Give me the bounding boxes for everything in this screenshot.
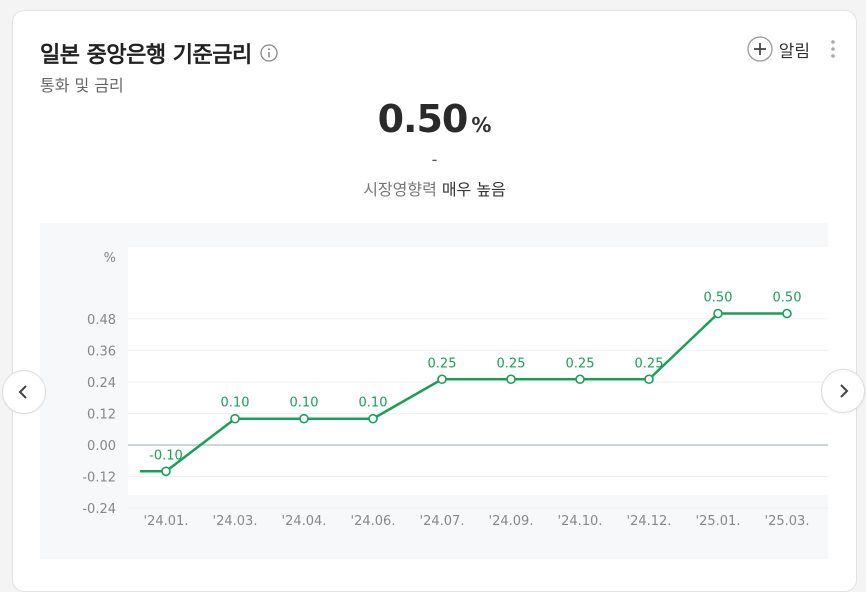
rate-card: 일본 중앙은행 기준금리 통화 및 금리 알림 0.50% - 시장영향력 매우 … — [12, 10, 857, 592]
more-vertical-icon[interactable] — [830, 39, 836, 59]
data-point — [575, 374, 585, 385]
data-point — [644, 374, 654, 385]
prev-button[interactable] — [2, 370, 46, 414]
x-tick-label: '24.12. — [627, 514, 672, 529]
title-row: 일본 중앙은행 기준금리 — [40, 37, 278, 69]
alarm-label: 알림 — [778, 41, 810, 62]
x-tick-label: '24.07. — [420, 514, 465, 529]
x-tick-label: '24.03. — [213, 514, 258, 529]
info-icon[interactable] — [260, 44, 278, 62]
market-impact: 시장영향력 매우 높음 — [13, 176, 856, 200]
chart-area: 0.48 0.36 0.24 0.12 0.00 -0.12 -0.24% -0.10 '24.… — [40, 223, 828, 559]
data-point — [299, 413, 309, 424]
rate-line-chart: 0.48 0.36 0.24 0.12 0.00 -0.12 -0.24% -0.10 '24.… — [82, 247, 828, 529]
data-label: -0.10 — [149, 448, 183, 463]
x-tick-label: '24.06. — [351, 514, 396, 529]
y-tick-label: -0.12 — [82, 471, 116, 486]
x-tick-label: '24.04. — [282, 514, 327, 529]
x-tick-label: '24.10. — [558, 514, 603, 529]
data-label: 0.10 — [359, 396, 388, 411]
data-point — [713, 308, 723, 319]
data-point — [782, 308, 792, 319]
y-tick-label: 0.48 — [87, 313, 116, 328]
rate-value: 0.50 — [377, 97, 469, 141]
x-tick-label: '24.01. — [144, 514, 189, 529]
data-label: 0.25 — [428, 356, 457, 371]
alarm-button[interactable]: 알림 — [747, 36, 810, 62]
plus-circle-icon — [747, 36, 773, 62]
x-tick-label: '25.03. — [765, 514, 810, 529]
data-label: 0.25 — [566, 356, 595, 371]
impact-value: 매우 높음 — [441, 180, 506, 199]
x-tick-label: '25.01. — [696, 514, 741, 529]
rate-unit: % — [471, 113, 492, 137]
next-button[interactable] — [821, 369, 865, 413]
chevron-left-icon — [18, 385, 27, 399]
data-label: 0.10 — [221, 396, 250, 411]
chevron-right-icon — [840, 384, 849, 398]
change-value: - — [431, 150, 438, 169]
data-label: 0.25 — [497, 356, 526, 371]
data-point — [230, 413, 240, 424]
y-tick-label: 0.36 — [87, 344, 116, 359]
data-label: 0.10 — [290, 396, 319, 411]
y-tick-label: 0.24 — [87, 376, 116, 391]
y-tick-label: 0.00 — [87, 439, 116, 454]
data-label: 0.50 — [704, 291, 733, 306]
y-axis-unit: % — [104, 251, 116, 266]
y-tick-label: 0.12 — [87, 407, 116, 422]
y-tick-label: -0.24 — [82, 502, 116, 517]
x-tick-label: '24.09. — [489, 514, 534, 529]
data-label: 0.50 — [773, 291, 802, 306]
data-label: 0.25 — [635, 356, 664, 371]
data-point — [161, 466, 171, 477]
page-title: 일본 중앙은행 기준금리 — [40, 43, 252, 68]
category-subtitle: 통화 및 금리 — [40, 76, 124, 95]
data-point — [368, 413, 378, 424]
impact-label: 시장영향력 — [363, 180, 437, 199]
current-value: 0.50% — [13, 97, 856, 141]
data-point — [437, 374, 447, 385]
data-point — [506, 374, 516, 385]
